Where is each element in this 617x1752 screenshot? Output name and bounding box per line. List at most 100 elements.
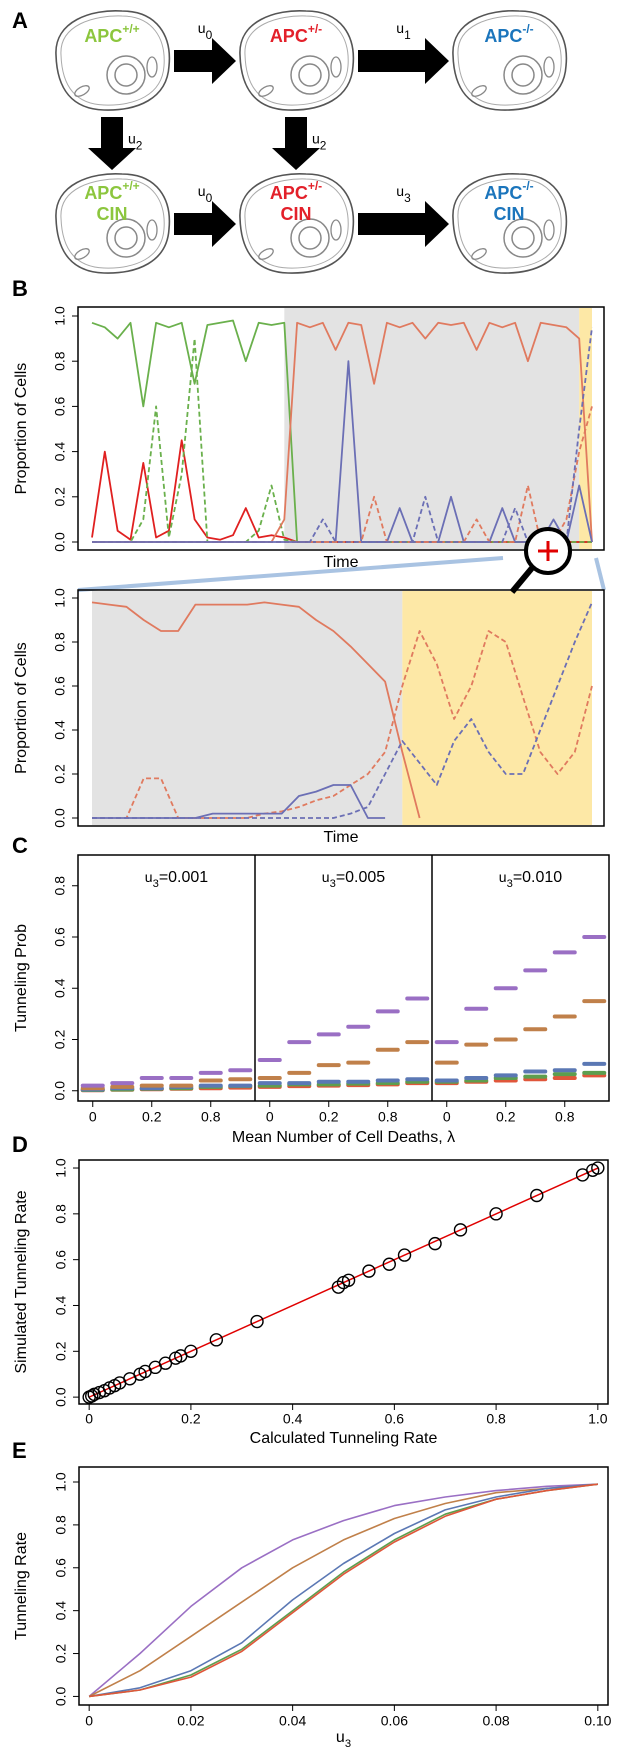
node-label: CIN: [494, 204, 525, 224]
superscript: +/+: [122, 22, 139, 36]
y-tick-label: 0.4: [53, 1601, 69, 1621]
nucleolus: [298, 63, 322, 87]
text-part: APC: [84, 183, 122, 203]
organelle: [258, 85, 274, 97]
plot-frame: [78, 1159, 609, 1405]
y-tick-label: 0.6: [52, 927, 68, 947]
nucleolus: [511, 63, 535, 87]
organelle: [258, 248, 274, 260]
rate-label: u0: [198, 20, 213, 42]
text-part: APC: [484, 26, 522, 46]
x-tick-label: 0.2: [319, 1109, 339, 1125]
rate-label: u0: [198, 183, 213, 205]
cell: [452, 10, 568, 111]
series-line: [88, 1483, 598, 1698]
point: [382, 1257, 396, 1271]
series-line: [92, 630, 593, 819]
arrow: [358, 201, 449, 247]
subscript: 3: [507, 878, 513, 890]
subscript: 0: [206, 28, 213, 42]
organelle: [330, 219, 342, 241]
x-tick-label: 1.0: [588, 1411, 608, 1427]
panel-label: B: [12, 276, 28, 301]
cell: [239, 173, 355, 274]
node-label: APC-/-: [484, 22, 533, 46]
point: [489, 1207, 503, 1221]
y-tick-label: 0.6: [53, 1250, 69, 1270]
x-tick-label: 0: [266, 1109, 274, 1125]
x-tick-label: 0.06: [381, 1713, 408, 1729]
point: [428, 1236, 442, 1251]
organelle: [146, 219, 158, 241]
point: [591, 1161, 605, 1175]
subscript: 0: [206, 191, 213, 205]
y-tick-label: 1.0: [53, 1472, 69, 1492]
x-tick-label: 0.04: [279, 1713, 306, 1729]
nucleus: [290, 55, 330, 95]
text-part: =0.010: [513, 869, 562, 886]
organelle: [146, 56, 158, 78]
y-tick-label: 0.2: [53, 1341, 69, 1361]
text-part: u: [198, 183, 206, 199]
x-tick-label: 0.8: [378, 1109, 398, 1125]
text-part: u: [396, 20, 404, 36]
x-tick-label: 0.08: [482, 1713, 509, 1729]
nucleolus: [511, 226, 535, 250]
point: [341, 1273, 356, 1287]
nucleus: [106, 218, 146, 258]
y-tick-label: 1.0: [52, 588, 68, 608]
x-axis-label: Time: [324, 554, 359, 571]
x-tick-label: 0: [85, 1713, 93, 1729]
series-line: [89, 1483, 598, 1698]
nucleolus: [114, 226, 138, 250]
cell-membrane-inner: [60, 15, 165, 106]
panel-label: C: [12, 833, 28, 858]
rate-label: u3: [396, 183, 411, 205]
superscript: -/-: [522, 22, 533, 36]
x-tick-label: 0.4: [283, 1411, 303, 1427]
x-tick-label: 0.02: [177, 1713, 204, 1729]
x-tick-label: 0.8: [486, 1411, 506, 1427]
y-tick-label: 0.0: [52, 808, 68, 828]
point: [209, 1333, 224, 1347]
y-axis-label: Tunneling Prob: [13, 924, 30, 1032]
nucleus: [503, 218, 543, 258]
organelle: [74, 248, 90, 260]
x-tick-label: 0: [443, 1109, 451, 1125]
y-tick-label: 0.4: [52, 978, 68, 998]
zoom-line: [77, 556, 504, 592]
node-label: APC-/-: [484, 179, 533, 203]
nucleus: [106, 55, 146, 95]
x-tick-label: 0.8: [555, 1109, 575, 1125]
cell-membrane-inner: [244, 178, 349, 269]
magnifier-icon: [509, 527, 572, 594]
y-tick-label: 0.4: [52, 720, 68, 740]
y-tick-label: 0.4: [52, 442, 68, 462]
node-label: APC+/+: [84, 179, 139, 203]
text-part: u: [336, 1729, 345, 1746]
node-label: APC+/-: [270, 179, 322, 203]
nucleolus: [114, 63, 138, 87]
y-tick-label: 0.2: [52, 764, 68, 784]
superscript: +/-: [308, 22, 322, 36]
text-part: u: [499, 869, 507, 885]
subscript: 1: [404, 28, 411, 42]
text-part: u: [145, 869, 153, 885]
point: [397, 1248, 412, 1262]
y-tick-label: 1.0: [52, 306, 68, 326]
panel-label: A: [12, 8, 28, 33]
y-axis-label: Simulated Tunneling Rate: [13, 1190, 30, 1373]
superscript: +/-: [308, 179, 322, 193]
cell: [239, 10, 355, 111]
subscript: 3: [404, 191, 411, 205]
x-tick-label: 0.10: [584, 1713, 611, 1729]
y-tick-label: 0.8: [52, 876, 68, 896]
x-tick-label: 0.2: [496, 1109, 516, 1125]
y-tick-label: 0.6: [52, 676, 68, 696]
arrow: [358, 38, 449, 84]
subscript: 3: [153, 878, 159, 890]
y-tick-label: 0.8: [53, 1515, 69, 1535]
cell-membrane-inner: [457, 15, 562, 106]
y-tick-label: 0.0: [52, 532, 68, 552]
